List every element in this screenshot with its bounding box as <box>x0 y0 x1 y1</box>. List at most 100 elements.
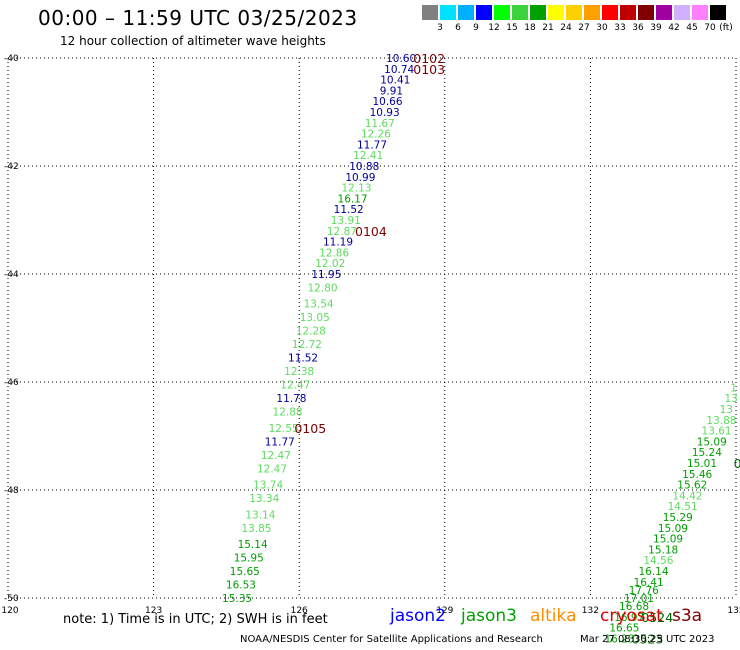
wave-height-label: 10.93 <box>370 107 400 119</box>
satellite-label-altika: altika <box>530 606 577 626</box>
satellite-label-s3a: s3a <box>672 606 703 626</box>
legend-swatch <box>422 5 438 20</box>
legend-swatch <box>458 5 474 20</box>
satellite-label-jason2: jason2 <box>390 606 446 626</box>
wave-height-label: 14.51 <box>668 501 698 513</box>
wave-height-label: 17.01 <box>624 593 654 605</box>
wave-height-label: 13.85 <box>241 523 271 535</box>
wave-height-label: 14.42 <box>672 490 702 502</box>
legend-label: 21 <box>542 23 554 33</box>
legend-label: 27 <box>578 23 590 33</box>
satellite-label-cryosat: cryosat <box>600 606 663 626</box>
legend-label: 30 <box>596 23 608 33</box>
wave-height-label: 11.52 <box>288 353 318 365</box>
wave-height-label: 15.65 <box>230 566 260 578</box>
credit-line: NOAA/NESDIS Center for Satellite Applica… <box>240 634 543 645</box>
wave-height-label: 16.97 <box>614 612 644 624</box>
wave-height-label: 10.88 <box>349 161 379 173</box>
wave-height-label: 10.74 <box>384 64 414 76</box>
legend-label: 33 <box>614 23 626 33</box>
wave-height-label: 15.01 <box>687 458 717 470</box>
pass-time-label: 052 <box>734 456 740 471</box>
wave-height-label: 12.55 <box>269 423 299 435</box>
wave-height-label: 12.88 <box>273 407 303 419</box>
legend-swatch <box>602 5 618 20</box>
legend-label: 18 <box>524 23 536 33</box>
y-tick-label: -40 <box>4 54 19 64</box>
legend-swatch <box>710 5 726 20</box>
legend-unit: (ft) <box>719 23 733 33</box>
wave-height-label: 16.14 <box>638 566 668 578</box>
legend-swatch <box>440 5 456 20</box>
wave-height-label: 16.53 <box>226 580 256 592</box>
legend-swatch <box>620 5 636 20</box>
wave-height-label: 10.60 <box>386 53 416 65</box>
legend-swatch <box>656 5 672 20</box>
wave-height-label: 15.62 <box>677 480 707 492</box>
pass-time-label: 0104 <box>355 224 387 239</box>
wave-height-label: 16.65 <box>609 623 639 635</box>
wave-height-label: 12.80 <box>307 283 337 295</box>
y-tick-label: -48 <box>4 486 19 496</box>
legend-label: 36 <box>632 23 644 33</box>
legend-label: 39 <box>650 23 662 33</box>
legend-label: 24 <box>560 23 572 33</box>
wave-height-label: 12.38 <box>284 366 314 378</box>
legend-swatch <box>638 5 654 20</box>
wave-height-label: 15.35 <box>222 593 252 605</box>
legend-label: 3 <box>437 23 443 33</box>
wave-height-label: 13.88 <box>706 415 736 427</box>
legend-label: 6 <box>455 23 461 33</box>
wave-height-label: 12.47 <box>261 450 291 462</box>
wave-height-label: 13.61 <box>702 426 732 438</box>
legend-swatch <box>584 5 600 20</box>
wave-height-label: 13.54 <box>304 299 334 311</box>
x-tick-label: 126 <box>291 606 308 616</box>
pass-time-label: 0524 <box>641 610 673 625</box>
wave-height-label: 11.77 <box>357 139 387 151</box>
pass-time-label: 0103 <box>413 62 445 77</box>
legend-swatch <box>674 5 690 20</box>
legend-swatch <box>494 5 510 20</box>
legend-label: 9 <box>473 23 479 33</box>
wave-height-label: 16.23 <box>604 634 634 646</box>
wave-height-label: 13 <box>724 393 737 405</box>
wave-height-label: 11.78 <box>276 393 306 405</box>
wave-height-label: 15.46 <box>682 469 712 481</box>
pass-time-label: 0105 <box>294 421 326 436</box>
wave-height-label: 11.67 <box>365 118 395 130</box>
wave-height-label: 10.66 <box>372 96 402 108</box>
wave-height-label: 9.91 <box>380 85 403 97</box>
wave-height-label: 12.28 <box>296 326 326 338</box>
x-tick-label: 132 <box>582 606 599 616</box>
wave-height-label: 15.09 <box>697 436 727 448</box>
wave-height-label: 13.05 <box>300 312 330 324</box>
wave-height-label: 12.47 <box>257 463 287 475</box>
page-subtitle: 12 hour collection of altimeter wave hei… <box>60 34 326 48</box>
satellite-label-jason3: jason3 <box>461 606 517 626</box>
wave-height-label: 13.34 <box>249 493 279 505</box>
footer-note: note: 1) Time is in UTC; 2) SWH is in fe… <box>63 612 328 627</box>
pass-time-label: 0102 <box>413 51 445 66</box>
wave-height-label: 11.77 <box>265 436 295 448</box>
wave-height-label: 13.91 <box>331 215 361 227</box>
wave-height-label: 11.95 <box>311 269 341 281</box>
wave-height-label: 15.09 <box>653 534 683 546</box>
wave-height-label: 12.02 <box>315 258 345 270</box>
x-tick-label: 123 <box>145 606 162 616</box>
legend-swatch <box>692 5 708 20</box>
wave-height-label: 15.29 <box>663 512 693 524</box>
wave-height-label: 11.52 <box>334 204 364 216</box>
wave-height-label: 12.13 <box>341 183 371 195</box>
wave-height-label: 14.56 <box>643 555 673 567</box>
wave-height-label: 12.86 <box>319 247 349 259</box>
wave-height-label: 12.41 <box>353 150 383 162</box>
wave-height-label: 15.09 <box>658 523 688 535</box>
wave-height-label: 13 <box>720 404 733 416</box>
page-title: 00:00 – 11:59 UTC 03/25/2023 <box>38 6 358 30</box>
wave-height-label: 1 <box>730 382 737 394</box>
wave-height-label: 13.14 <box>245 509 275 521</box>
wave-height-label: 16.68 <box>619 601 649 613</box>
wave-height-label: 15.14 <box>238 539 268 551</box>
